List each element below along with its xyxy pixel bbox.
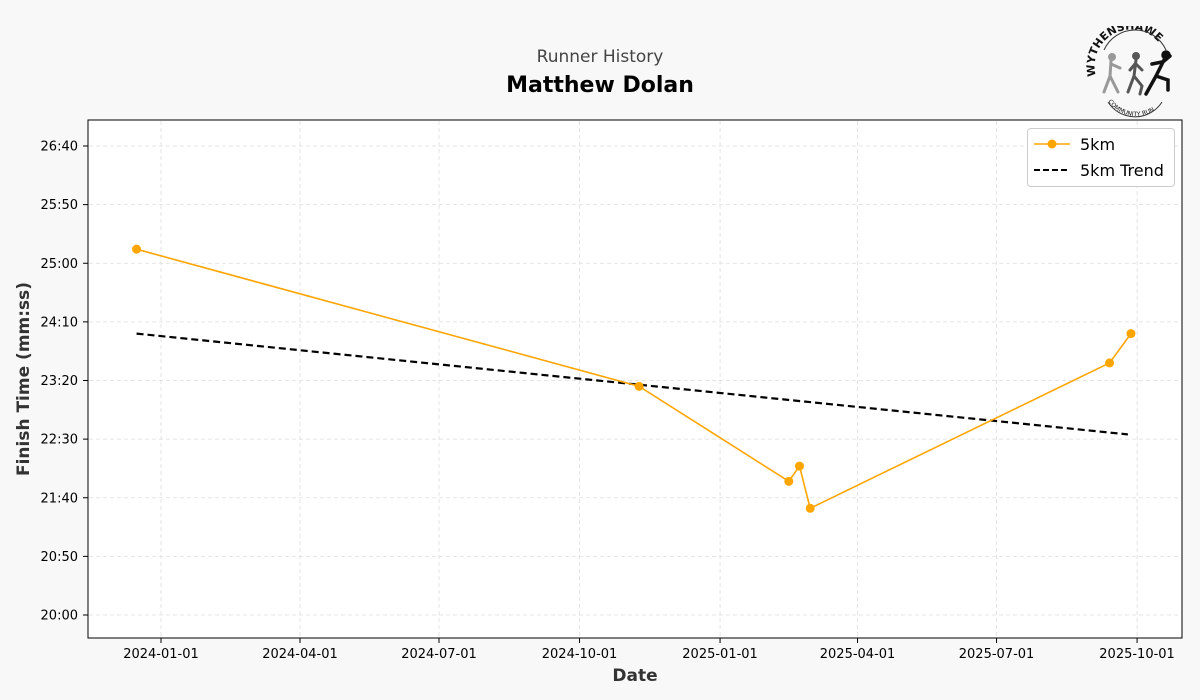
- data-point-5km: [784, 476, 794, 486]
- y-tick-label: 24:10: [41, 315, 78, 330]
- x-tick-label: 2025-01-01: [682, 647, 758, 662]
- legend-label: 5km Trend: [1080, 160, 1164, 180]
- x-tick-label: 2024-07-01: [401, 647, 477, 662]
- legend-marker-5km: [1034, 139, 1070, 149]
- svg-text:WYTHENSHAWE: WYTHENSHAWE: [1086, 26, 1166, 77]
- data-point-5km: [805, 503, 815, 513]
- y-tick-label: 20:00: [41, 609, 78, 624]
- x-tick-label: 2025-07-01: [959, 647, 1035, 662]
- y-tick-label: 22:30: [41, 433, 78, 448]
- wythenshawe-logo: WYTHENSHAWE COMMUNITY RUN: [1086, 26, 1172, 118]
- x-tick-label: 2024-10-01: [542, 647, 618, 662]
- data-point-5km: [132, 244, 142, 254]
- y-tick-label: 21:40: [41, 491, 78, 506]
- x-tick-label: 2024-01-01: [123, 647, 199, 662]
- data-point-5km: [1126, 329, 1136, 339]
- data-point-5km: [634, 381, 644, 391]
- legend-item-5km: 5km: [1034, 133, 1115, 155]
- y-tick-label: 26:40: [41, 140, 78, 155]
- y-tick-label: 20:50: [41, 550, 78, 565]
- y-tick-label: 25:50: [41, 198, 78, 213]
- svg-text:COMMUNITY RUN: COMMUNITY RUN: [1106, 98, 1155, 118]
- y-tick-label: 23:20: [41, 374, 78, 389]
- chart-title: Matthew Dolan: [506, 73, 694, 98]
- legend: 5km 5km Trend: [1027, 128, 1175, 187]
- y-tick-label: 25:00: [41, 257, 78, 272]
- x-tick-label: 2024-04-01: [262, 647, 338, 662]
- data-point-5km: [1105, 358, 1115, 368]
- plot-area: [87, 119, 1183, 639]
- x-tick-label: 2025-10-01: [1099, 647, 1175, 662]
- legend-label: 5km: [1080, 134, 1116, 154]
- legend-marker-trend: [1034, 169, 1070, 171]
- y-axis-label: Finish Time (mm:ss): [14, 282, 34, 476]
- x-tick-label: 2025-04-01: [820, 647, 896, 662]
- x-axis-label: Date: [612, 666, 657, 686]
- chart-subtitle: Runner History: [536, 47, 664, 67]
- legend-item-5km-trend: 5km Trend: [1034, 159, 1164, 181]
- data-point-5km: [794, 461, 804, 471]
